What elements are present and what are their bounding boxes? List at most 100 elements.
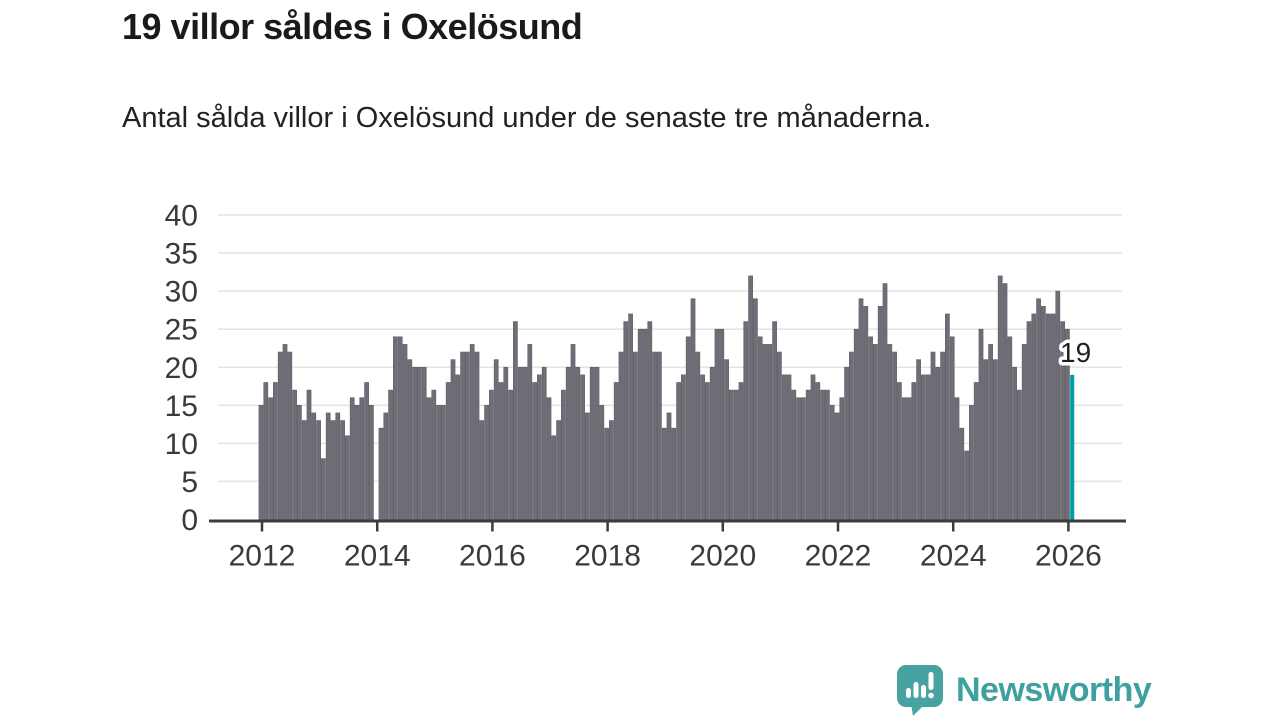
bar xyxy=(661,427,667,520)
bar xyxy=(1021,344,1027,520)
bar xyxy=(340,420,345,520)
bar xyxy=(935,366,941,520)
bar xyxy=(633,351,638,520)
logo-exclamation-dot xyxy=(928,692,934,699)
bar xyxy=(988,344,993,520)
bar xyxy=(844,366,849,520)
bar xyxy=(834,412,840,520)
bar xyxy=(292,389,297,520)
bar xyxy=(973,382,979,520)
bar xyxy=(901,397,907,520)
bar xyxy=(522,366,528,520)
bar xyxy=(743,321,749,520)
bar xyxy=(388,389,393,520)
bar xyxy=(930,351,936,520)
bar xyxy=(431,389,437,520)
bar xyxy=(613,382,619,520)
bar xyxy=(815,382,821,520)
bar xyxy=(503,366,509,520)
bar xyxy=(268,397,273,520)
bar xyxy=(801,397,806,520)
logo-exclamation-bar xyxy=(928,672,934,690)
bar xyxy=(330,420,336,520)
bar xyxy=(393,336,398,520)
bar xyxy=(681,374,686,520)
bar xyxy=(997,275,1003,520)
logo-bar-2 xyxy=(913,682,919,698)
bar xyxy=(378,427,384,520)
bar xyxy=(594,366,600,520)
bar xyxy=(589,366,595,520)
bar xyxy=(484,405,489,520)
bar xyxy=(642,328,648,520)
bar xyxy=(685,336,691,520)
bar xyxy=(335,412,341,520)
bar xyxy=(863,306,869,520)
bar xyxy=(657,351,662,520)
bar xyxy=(762,344,768,520)
bar xyxy=(1002,283,1008,520)
bar xyxy=(469,344,475,520)
x-axis-tick-label: 2012 xyxy=(229,540,296,573)
bar xyxy=(993,359,998,520)
bar xyxy=(556,420,561,520)
bar xyxy=(1045,313,1051,520)
bar xyxy=(258,405,264,520)
bar xyxy=(445,382,451,520)
newsworthy-logo-icon xyxy=(897,665,943,716)
bar xyxy=(321,458,326,520)
bar xyxy=(940,351,945,520)
bar xyxy=(753,298,758,520)
bar xyxy=(585,412,590,520)
bar xyxy=(897,382,902,520)
y-axis-tick-label: 25 xyxy=(165,314,198,347)
bar xyxy=(868,336,873,520)
bar xyxy=(1017,389,1022,520)
bar xyxy=(921,374,926,520)
bar xyxy=(954,397,960,520)
bar xyxy=(781,374,787,520)
y-axis-tick-label: 30 xyxy=(165,276,198,309)
bar xyxy=(301,420,307,520)
bar xyxy=(748,275,753,520)
y-axis-tick-label: 0 xyxy=(181,504,198,537)
bar xyxy=(777,351,782,520)
bar xyxy=(1050,313,1056,520)
bar xyxy=(916,359,921,520)
bar xyxy=(306,389,312,520)
bar xyxy=(421,366,427,520)
bar xyxy=(402,344,408,520)
bar xyxy=(609,420,614,520)
bar xyxy=(412,366,417,520)
brand-logo: Newsworthy xyxy=(896,664,1152,716)
bar xyxy=(959,427,965,520)
bar xyxy=(969,405,974,520)
bar xyxy=(489,389,494,520)
bar xyxy=(887,344,893,520)
bar xyxy=(551,435,557,520)
bar xyxy=(858,298,864,520)
bar xyxy=(455,374,461,520)
bar xyxy=(882,283,888,520)
bar xyxy=(820,389,825,520)
bar xyxy=(623,321,629,520)
bar xyxy=(364,382,369,520)
bar xyxy=(892,351,897,520)
y-axis-tick-label: 20 xyxy=(165,352,198,385)
bar xyxy=(849,351,854,520)
bar xyxy=(791,389,797,520)
bar xyxy=(666,412,672,520)
page-title: 19 villor såldes i Oxelösund xyxy=(122,6,583,47)
x-axis-tick-label: 2014 xyxy=(344,540,411,573)
brand-name: Newsworthy xyxy=(956,670,1152,709)
y-axis-tick-label: 35 xyxy=(165,238,198,271)
bar xyxy=(637,328,643,520)
bar xyxy=(465,351,470,520)
bar xyxy=(604,427,609,520)
bar xyxy=(479,420,485,520)
logo-bar-3 xyxy=(921,685,926,698)
bar xyxy=(532,382,537,520)
bar xyxy=(676,382,681,520)
